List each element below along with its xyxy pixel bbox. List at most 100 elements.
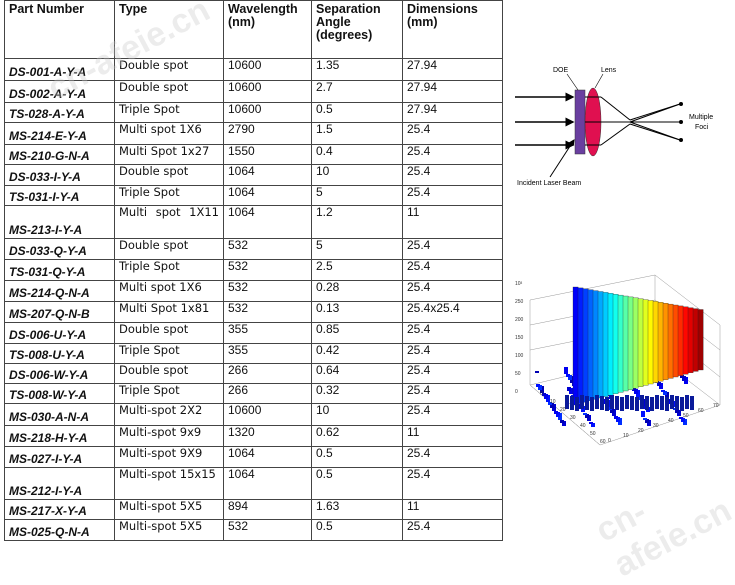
x-tick-label: 60 [698,408,704,414]
separation-angle-cell: 5 [311,238,403,260]
type-cell: Double spot [114,363,224,384]
intensity-bar [582,288,589,403]
front-bar [610,395,614,409]
front-bar [640,395,644,409]
part-number-cell: DS-033-Q-Y-A [4,238,115,260]
part-number-cell: MS-217-X-Y-A [4,499,115,520]
wavelength-cell: 355 [223,343,312,364]
wavelength-cell: 532 [223,301,312,323]
separation-angle-cell: 1.2 [311,205,403,239]
separation-angle-cell: 0.64 [311,363,403,384]
lens-label: Lens [601,67,617,74]
floor-bar [589,422,593,424]
table-row: MS-212-I-Y-A Multi-spot 15x15 1064 0.5 25.4 [4,467,503,500]
floor-bar [535,371,539,373]
table-row: MS-214-Q-N-A Multi spot 1X6 532 0.28 25.4 [4,280,503,302]
wavelength-cell: 10600 [223,80,312,103]
separation-angle-cell: 5 [311,185,403,206]
intensity-bar [672,304,679,378]
separation-angle-cell: 0.5 [311,467,403,500]
front-bar [675,396,679,410]
intensity-bar [587,289,594,401]
wavelength-cell: 1064 [223,446,312,468]
part-number-cell: DS-006-W-Y-A [4,363,115,384]
separation-angle-cell: 0.13 [311,301,403,323]
dimensions-cell: 25.4 [402,343,503,364]
table-row: TS-028-A-Y-A Triple Spot 10600 0.5 27.94 [4,102,503,123]
x-tick-label: 30 [653,423,659,429]
separation-angle-cell: 1.35 [311,58,403,81]
dimensions-cell: 27.94 [402,80,503,103]
header-type: Type [114,0,224,59]
table-row: MS-213-I-Y-A Multi spot 1X11 1064 1.2 11 [4,205,503,239]
table-row: MS-217-X-Y-A Multi-spot 5X5 894 1.63 11 [4,499,503,520]
separation-angle-cell: 0.4 [311,144,403,165]
floor-bar [554,411,558,414]
wavelength-cell: 1064 [223,185,312,206]
intensity-bar [697,309,704,371]
part-number-cell: TS-008-W-Y-A [4,383,115,404]
front-bar [600,396,604,410]
intensity-bar [657,302,664,382]
dimensions-cell: 25.4 [402,122,503,145]
front-bar [625,395,629,409]
front-bar [575,397,579,411]
header-wavelength: Wavelength (nm) [223,0,312,59]
x-axis-ticks: 70 60 50 40 30 20 10 0 [608,403,719,444]
front-bar [690,396,694,410]
intensity-bar [627,296,634,390]
intensity-bar [592,290,599,400]
spec-table: Part Number Type Wavelength (nm) Separat… [4,0,503,541]
front-bar [645,396,649,410]
dimensions-cell: 25.4 [402,403,503,426]
floor-bar [562,421,566,426]
separation-angle-cell: 0.5 [311,519,403,541]
separation-angle-cell: 0.85 [311,322,403,344]
type-cell: Multi Spot 1x27 [114,144,224,165]
table-row: MS-218-H-Y-A Multi-spot 9x9 1320 0.62 11 [4,425,503,447]
wavelength-cell: 10600 [223,102,312,123]
x-tick-label: 0 [608,438,611,444]
z-tick-label: 200 [515,317,524,323]
front-bar [585,396,589,410]
focus-point [679,120,683,124]
type-cell: Double spot [114,164,224,186]
y-tick-label: 60 [600,439,606,445]
y-tick-label: 40 [580,423,586,429]
type-cell: Multi-spot 9X9 [114,446,224,468]
part-number-cell: MS-027-I-Y-A [4,446,115,468]
x-tick-label: 10 [623,433,629,439]
intensity-bar [622,295,629,392]
front-bar [680,397,684,411]
floor-bar [657,382,661,386]
part-number-cell: TS-008-U-Y-A [4,343,115,364]
separation-angle-cell: 0.5 [311,102,403,123]
doe-element [574,89,586,155]
y-tick-label: 50 [590,431,596,437]
part-number-cell: DS-033-I-Y-A [4,164,115,186]
intensity-bar [632,297,639,389]
wavelength-cell: 10600 [223,58,312,81]
table-row: DS-006-U-Y-A Double spot 355 0.85 25.4 [4,322,503,344]
type-cell: Triple Spot [114,383,224,404]
part-number-cell: TS-031-I-Y-A [4,185,115,206]
floor-bar [550,403,554,408]
table-row: DS-006-W-Y-A Double spot 266 0.64 25.4 [4,363,503,384]
table-row: DS-033-I-Y-A Double spot 1064 10 25.4 [4,164,503,186]
floor-bar [679,417,683,419]
separation-angle-cell: 0.5 [311,446,403,468]
type-cell: Triple Spot [114,102,224,123]
y-tick-label: 30 [570,415,576,421]
floor-bar [567,387,571,391]
part-number-cell: MS-218-H-Y-A [4,425,115,447]
intensity-bar [682,306,689,375]
type-cell: Triple Spot [114,185,224,206]
front-bar [615,396,619,410]
wavelength-cell: 1320 [223,425,312,447]
intensity-bar [602,292,609,397]
intensity-bar [692,308,699,372]
separation-angle-cell: 2.5 [311,259,403,281]
z-tick-label: 10³ [515,281,523,287]
dimensions-cell: 27.94 [402,58,503,81]
wavelength-cell: 532 [223,519,312,541]
